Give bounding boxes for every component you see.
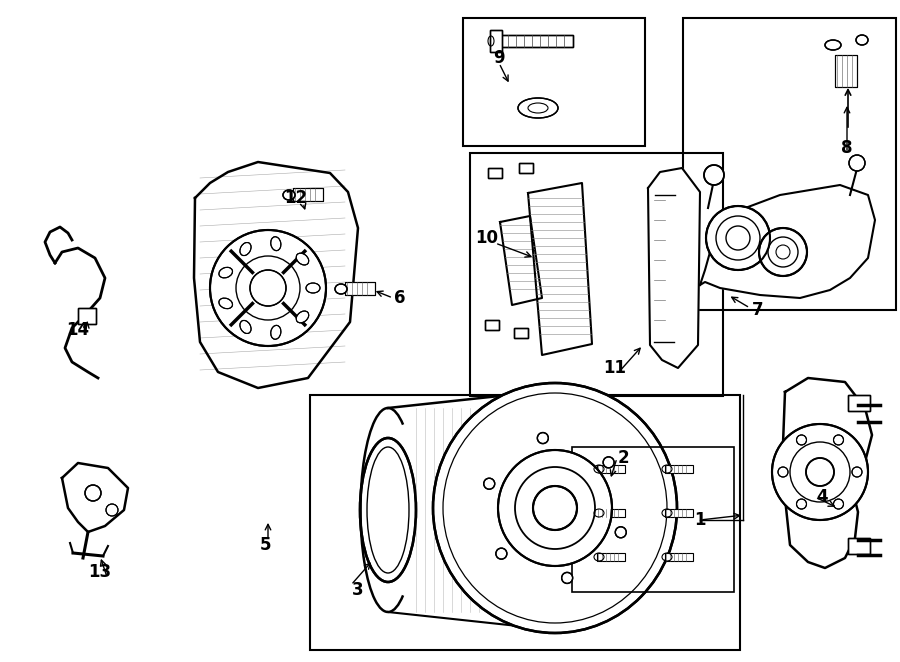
Polygon shape	[700, 185, 875, 298]
Ellipse shape	[219, 267, 232, 278]
Ellipse shape	[335, 284, 347, 294]
Ellipse shape	[533, 486, 577, 530]
Polygon shape	[648, 168, 700, 368]
Bar	[848, 538, 870, 554]
Ellipse shape	[360, 438, 416, 582]
Bar	[848, 395, 870, 411]
Bar	[293, 188, 323, 201]
Bar	[463, 18, 645, 146]
Bar	[519, 163, 533, 173]
Circle shape	[706, 206, 770, 270]
Ellipse shape	[219, 298, 232, 308]
Ellipse shape	[562, 573, 572, 583]
Bar	[572, 447, 734, 592]
Circle shape	[772, 424, 868, 520]
Polygon shape	[194, 162, 358, 388]
Circle shape	[250, 270, 286, 306]
Bar	[488, 168, 502, 178]
Ellipse shape	[603, 457, 614, 468]
Ellipse shape	[433, 383, 677, 633]
Circle shape	[85, 485, 101, 501]
Circle shape	[796, 435, 806, 445]
Polygon shape	[528, 183, 592, 355]
Ellipse shape	[518, 98, 558, 118]
Text: 9: 9	[493, 49, 505, 67]
Bar	[345, 282, 375, 295]
Bar	[665, 465, 693, 473]
Text: 8: 8	[842, 139, 853, 157]
Bar	[835, 55, 857, 87]
Text: 10: 10	[475, 229, 499, 247]
Bar	[514, 328, 528, 338]
Ellipse shape	[296, 311, 309, 323]
Bar	[498, 35, 573, 47]
Text: 13: 13	[88, 563, 112, 581]
Text: 1: 1	[694, 511, 706, 529]
Ellipse shape	[616, 527, 626, 538]
Polygon shape	[500, 216, 542, 305]
Bar	[683, 18, 896, 310]
Text: 4: 4	[816, 488, 828, 506]
Circle shape	[796, 499, 806, 509]
Ellipse shape	[483, 478, 495, 489]
Circle shape	[852, 467, 862, 477]
Ellipse shape	[496, 548, 507, 559]
Bar	[488, 168, 502, 178]
Text: 5: 5	[259, 536, 271, 554]
Ellipse shape	[296, 253, 309, 265]
Bar	[293, 188, 323, 201]
Bar	[310, 395, 740, 650]
Bar	[519, 163, 533, 173]
Bar	[835, 55, 857, 87]
Bar	[665, 509, 693, 517]
Text: 6: 6	[394, 289, 406, 307]
Circle shape	[759, 228, 807, 276]
Ellipse shape	[306, 283, 320, 293]
Bar	[597, 465, 625, 473]
Ellipse shape	[498, 450, 612, 566]
Ellipse shape	[537, 432, 548, 444]
Ellipse shape	[856, 35, 868, 45]
Ellipse shape	[825, 40, 841, 50]
Ellipse shape	[240, 242, 251, 256]
Circle shape	[806, 458, 834, 486]
Ellipse shape	[271, 237, 281, 251]
Circle shape	[833, 499, 843, 509]
Text: 2: 2	[617, 449, 629, 467]
Bar	[78, 308, 96, 324]
Bar	[490, 30, 502, 52]
Circle shape	[849, 155, 865, 171]
Text: 14: 14	[67, 321, 90, 339]
Bar	[848, 395, 870, 411]
Text: 12: 12	[284, 189, 308, 207]
Bar	[485, 320, 499, 330]
Polygon shape	[782, 378, 872, 568]
Text: 11: 11	[604, 359, 626, 377]
Text: 3: 3	[352, 581, 364, 599]
Bar	[470, 153, 723, 396]
Bar	[498, 35, 573, 47]
Circle shape	[833, 435, 843, 445]
Bar	[597, 553, 625, 561]
Bar	[597, 509, 625, 517]
Circle shape	[778, 467, 788, 477]
Polygon shape	[62, 463, 128, 532]
Circle shape	[704, 165, 724, 185]
Circle shape	[210, 230, 326, 346]
Ellipse shape	[283, 190, 295, 200]
Bar	[485, 320, 499, 330]
Bar	[345, 282, 375, 295]
Bar	[848, 538, 870, 554]
Bar	[78, 308, 96, 324]
Circle shape	[106, 504, 118, 516]
Ellipse shape	[271, 325, 281, 339]
Ellipse shape	[240, 320, 251, 334]
Bar	[490, 30, 502, 52]
Bar	[665, 553, 693, 561]
Text: 7: 7	[752, 301, 764, 319]
Bar	[514, 328, 528, 338]
